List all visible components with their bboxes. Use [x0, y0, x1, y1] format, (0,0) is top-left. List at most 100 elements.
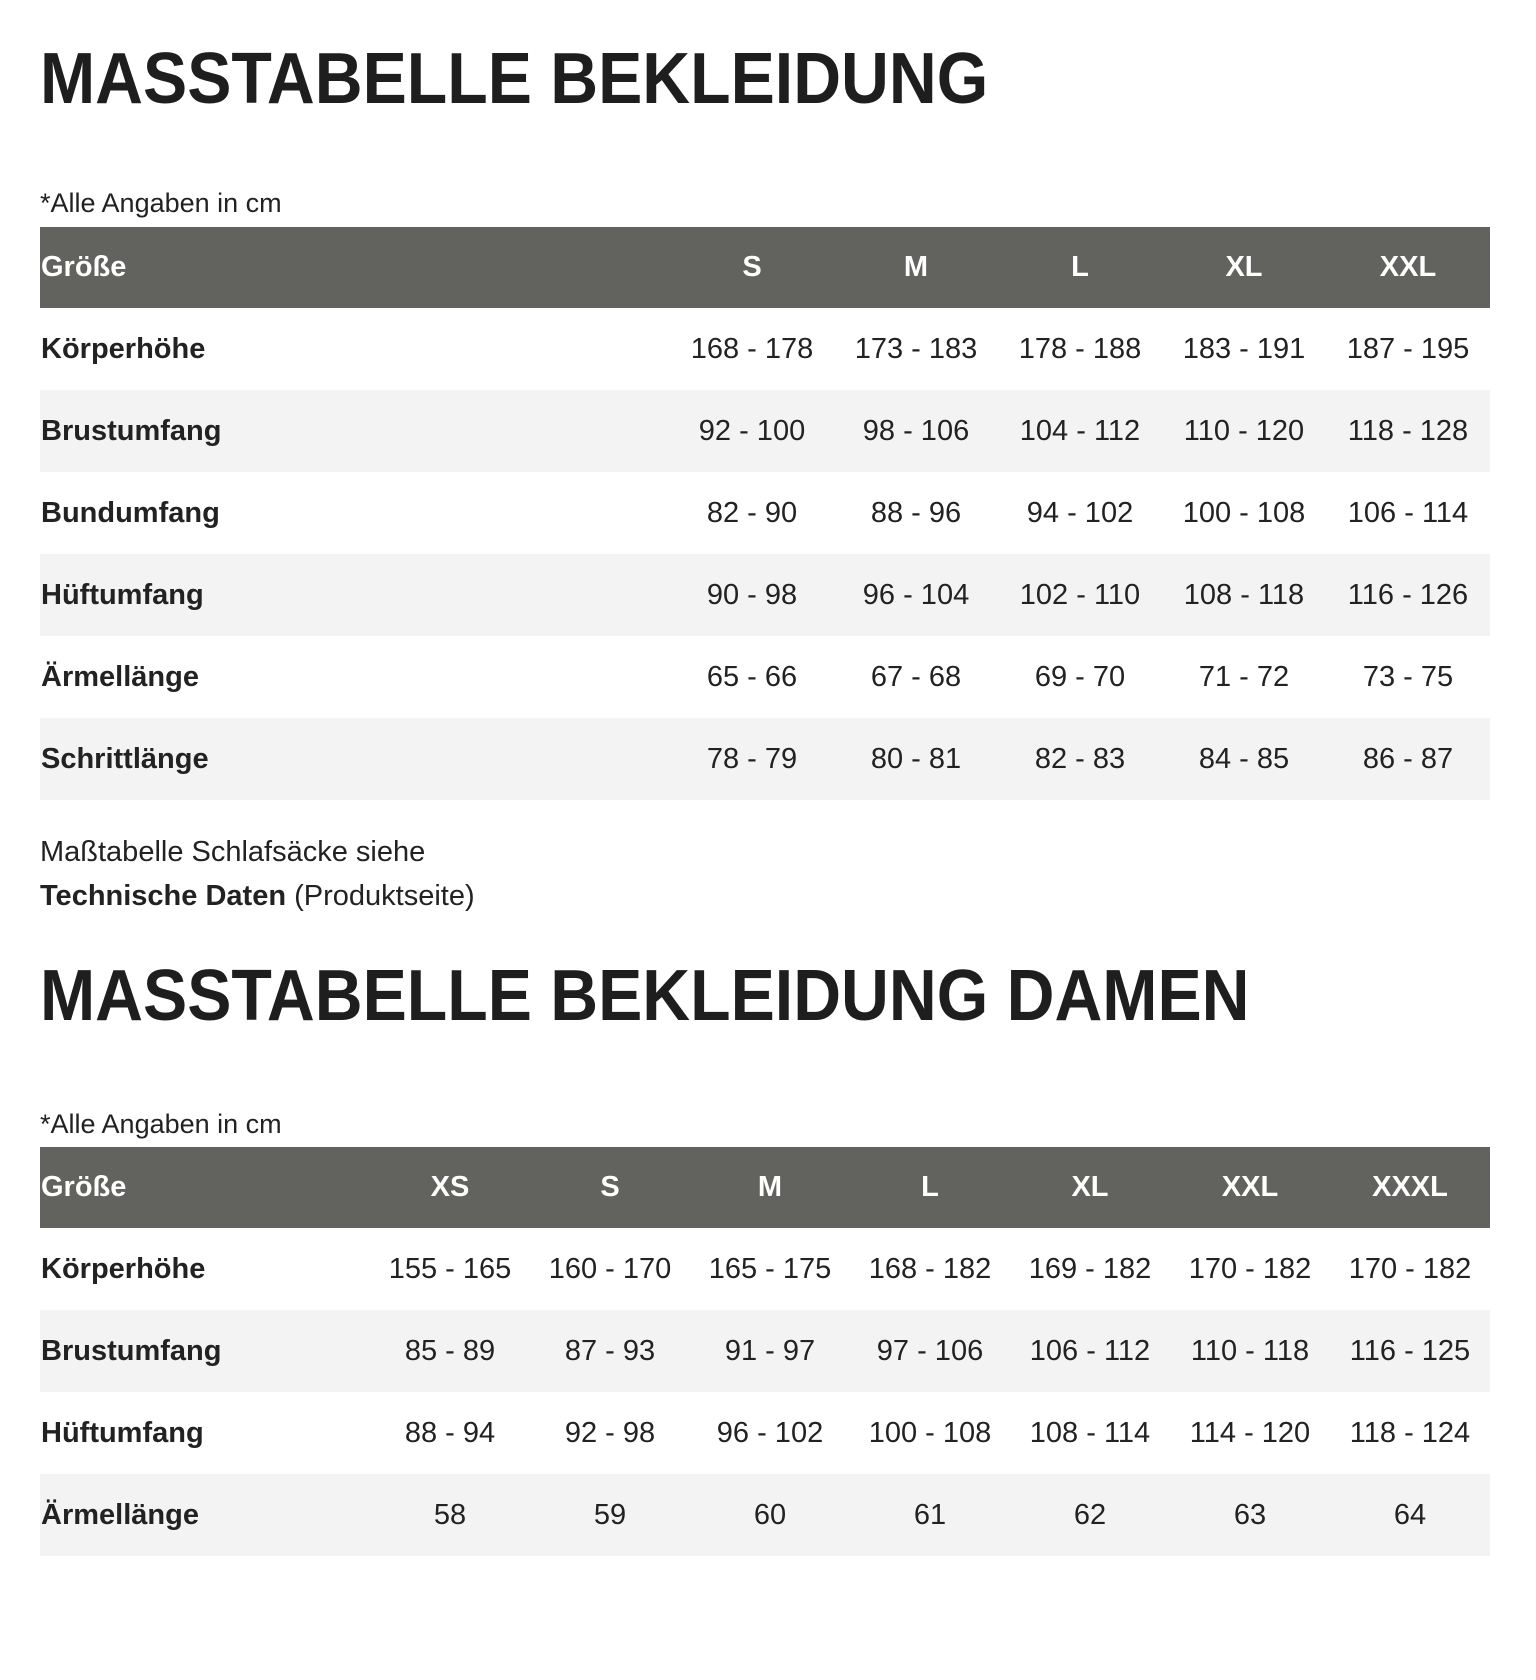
measurement-cell: 168 - 182 — [868, 1252, 992, 1285]
size-column-header: L — [850, 1147, 1010, 1228]
header-row: Größe XS S M L XL XXL XXXL — [40, 1147, 1490, 1228]
women-title: MASSTABELLE BEKLEIDUNG DAMEN — [40, 956, 1250, 1036]
women-size-table: Größe XS S M L XL XXL XXXL Körperhöhe 155 - 165 16… — [40, 1147, 1490, 1556]
technical-data-link[interactable]: Technische Daten — [40, 880, 287, 912]
size-column-header: S — [670, 227, 834, 308]
measurement-cell: 98 - 106 — [834, 390, 998, 472]
table-row: Hüftumfang 88 - 94 92 - 98 96 - 102 100 - 10… — [40, 1392, 1490, 1474]
measurement-cell: 116 - 126 — [1326, 554, 1490, 636]
measurement-cell: 90 - 98 — [670, 554, 834, 636]
size-column-header: XXL — [1326, 227, 1490, 308]
table-row: Körperhöhe 155 - 165 160 - 170 165 - 175 168… — [40, 1228, 1490, 1310]
size-column-header: XL — [1010, 1147, 1170, 1228]
measurement-cell: 106 - 114 — [1347, 496, 1469, 529]
measurement-cell: 67 - 68 — [870, 660, 962, 693]
measurement-cell: 71 - 72 — [1198, 660, 1290, 693]
row-label: Bundumfang — [41, 496, 220, 529]
measurement-cell: 165 - 175 — [708, 1252, 832, 1285]
men-title: MASSTABELLE BEKLEIDUNG — [40, 39, 989, 119]
men-units-note: *Alle Angaben in cm — [40, 188, 282, 218]
header-row: Größe S M L XL XXL — [40, 227, 1490, 308]
measurement-cell: 170 - 182 — [1348, 1252, 1472, 1285]
measurement-cell: 73 - 75 — [1362, 660, 1454, 693]
size-column-header: XXL — [1170, 1147, 1330, 1228]
measurement-cell: 97 - 106 — [850, 1310, 1010, 1392]
row-label: Schrittlänge — [40, 718, 670, 800]
measurement-cell: 108 - 114 — [1029, 1416, 1151, 1449]
table-row: Bundumfang 82 - 90 88 - 96 94 - 102 100 - 10… — [40, 472, 1490, 554]
measurement-cell: 118 - 128 — [1326, 390, 1490, 472]
measurement-cell: 100 - 108 — [868, 1416, 992, 1449]
size-column-header: L — [998, 227, 1162, 308]
men-size-table: Größe S M L XL XXL Körperhöhe 168 - 178 173 - 18… — [40, 227, 1490, 800]
row-label: Hüftumfang — [40, 554, 670, 636]
size-column-header: M — [834, 227, 998, 308]
measurement-cell: 62 — [1010, 1474, 1170, 1556]
footnote-suffix: (Produktseite) — [286, 880, 475, 912]
measurement-cell: 116 - 125 — [1330, 1310, 1490, 1392]
size-header: Größe — [40, 227, 670, 308]
measurement-cell: 92 - 100 — [670, 390, 834, 472]
measurement-cell: 169 - 182 — [1028, 1252, 1152, 1285]
table-row: Hüftumfang 90 - 98 96 - 104 102 - 110 108 - … — [40, 554, 1490, 636]
size-column-header: M — [690, 1147, 850, 1228]
row-label: Ärmellänge — [41, 660, 199, 693]
size-header: Größe — [40, 1147, 370, 1228]
measurement-cell: 170 - 182 — [1188, 1252, 1312, 1285]
table-row: Schrittlänge 78 - 79 80 - 81 82 - 83 84 - 85… — [40, 718, 1490, 800]
row-label: Ärmellänge — [40, 1474, 370, 1556]
measurement-cell: 118 - 124 — [1349, 1416, 1471, 1449]
measurement-cell: 88 - 96 — [870, 496, 962, 529]
table-row: Brustumfang 92 - 100 98 - 106 104 - 112 110 … — [40, 390, 1490, 472]
footnote-line1: Maßtabelle Schlafsäcke siehe — [40, 836, 426, 868]
measurement-cell: 78 - 79 — [670, 718, 834, 800]
measurement-cell: 80 - 81 — [834, 718, 998, 800]
measurement-cell: 173 - 183 — [854, 332, 978, 365]
measurement-cell: 59 — [530, 1474, 690, 1556]
size-column-header: S — [530, 1147, 690, 1228]
measurement-cell: 96 - 104 — [834, 554, 998, 636]
measurement-cell: 183 - 191 — [1182, 332, 1306, 365]
measurement-cell: 58 — [370, 1474, 530, 1556]
measurement-cell: 85 - 89 — [370, 1310, 530, 1392]
measurement-cell: 104 - 112 — [998, 390, 1162, 472]
measurement-cell: 65 - 66 — [706, 660, 798, 693]
measurement-cell: 108 - 118 — [1162, 554, 1326, 636]
size-column-header: XL — [1162, 227, 1326, 308]
measurement-cell: 102 - 110 — [998, 554, 1162, 636]
measurement-cell: 87 - 93 — [530, 1310, 690, 1392]
measurement-cell: 64 — [1330, 1474, 1490, 1556]
measurement-cell: 160 - 170 — [548, 1252, 672, 1285]
measurement-cell: 84 - 85 — [1162, 718, 1326, 800]
row-label: Brustumfang — [40, 1310, 370, 1392]
measurement-cell: 92 - 98 — [564, 1416, 656, 1449]
measurement-cell: 82 - 83 — [998, 718, 1162, 800]
table-row: Körperhöhe 168 - 178 173 - 183 178 - 188 183… — [40, 308, 1490, 390]
measurement-cell: 155 - 165 — [388, 1252, 512, 1285]
measurement-cell: 86 - 87 — [1326, 718, 1490, 800]
size-column-header: XS — [370, 1147, 530, 1228]
table-row: Ärmellänge 58 59 60 61 62 63 64 — [40, 1474, 1490, 1556]
measurement-cell: 100 - 108 — [1182, 496, 1306, 529]
measurement-cell: 60 — [690, 1474, 850, 1556]
measurement-cell: 110 - 120 — [1162, 390, 1326, 472]
measurement-cell: 110 - 118 — [1170, 1310, 1330, 1392]
measurement-cell: 178 - 188 — [1018, 332, 1142, 365]
measurement-cell: 91 - 97 — [690, 1310, 850, 1392]
row-label: Körperhöhe — [41, 1252, 206, 1285]
measurement-cell: 94 - 102 — [1026, 496, 1134, 529]
size-column-header: XXXL — [1330, 1147, 1490, 1228]
row-label: Hüftumfang — [41, 1416, 204, 1449]
table-row: Brustumfang 85 - 89 87 - 93 91 - 97 97 - 106… — [40, 1310, 1490, 1392]
row-label: Körperhöhe — [41, 332, 206, 365]
measurement-cell: 63 — [1170, 1474, 1330, 1556]
row-label: Brustumfang — [40, 390, 670, 472]
measurement-cell: 69 - 70 — [1034, 660, 1126, 693]
measurement-cell: 82 - 90 — [706, 496, 798, 529]
measurement-cell: 114 - 120 — [1189, 1416, 1311, 1449]
table-row: Ärmellänge 65 - 66 67 - 68 69 - 70 71 - 72 73… — [40, 636, 1490, 718]
measurement-cell: 106 - 112 — [1010, 1310, 1170, 1392]
measurement-cell: 168 - 178 — [690, 332, 814, 365]
measurement-cell: 61 — [850, 1474, 1010, 1556]
measurement-cell: 88 - 94 — [404, 1416, 496, 1449]
